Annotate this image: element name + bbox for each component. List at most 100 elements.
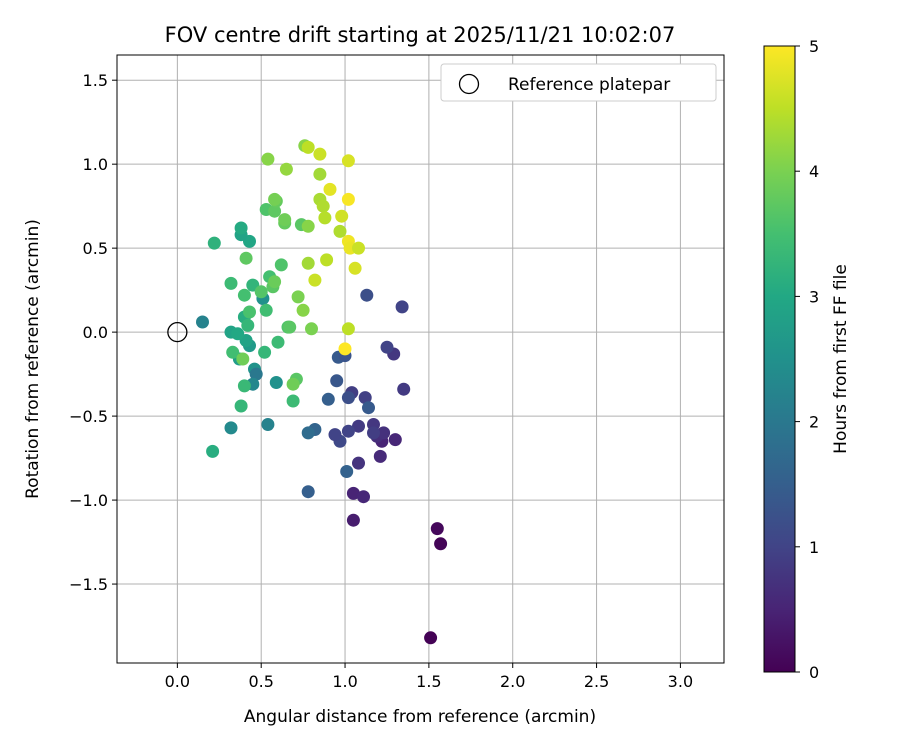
- y-tick-label: 0.0: [83, 323, 108, 342]
- data-point: [286, 377, 300, 391]
- data-points: [196, 139, 448, 645]
- data-point: [234, 399, 248, 413]
- plot-frame: [116, 54, 725, 664]
- data-point: [206, 444, 220, 458]
- data-point: [341, 424, 355, 438]
- y-tick-label: 1.5: [83, 71, 108, 90]
- x-tick-label: 0.5: [248, 672, 273, 691]
- data-point: [254, 285, 268, 299]
- data-point: [333, 224, 347, 238]
- data-point: [352, 419, 365, 433]
- colorbar-tick-label: 2: [809, 413, 819, 432]
- x-tick-label: 0.0: [165, 672, 190, 691]
- data-point: [196, 315, 209, 329]
- data-point: [301, 140, 315, 154]
- chart-title: FOV centre drift starting at 2025/11/21 …: [165, 23, 676, 47]
- data-point: [207, 236, 221, 250]
- data-point: [357, 490, 370, 504]
- data-point: [237, 288, 251, 302]
- data-point: [236, 352, 250, 366]
- data-point: [367, 426, 380, 440]
- y-tick-label: −0.5: [69, 407, 108, 426]
- x-tick-label: 1.0: [332, 672, 357, 691]
- y-tick-label: 1.0: [83, 155, 108, 174]
- data-point: [328, 428, 342, 442]
- data-point: [259, 303, 273, 317]
- x-tick-label: 2.5: [584, 672, 609, 691]
- data-point: [397, 382, 411, 396]
- data-point: [352, 456, 365, 470]
- x-axis-label: Angular distance from reference (arcmin): [244, 707, 596, 727]
- data-point: [243, 305, 256, 319]
- data-point: [301, 219, 315, 233]
- data-point: [321, 392, 335, 406]
- data-point: [352, 241, 365, 255]
- data-point: [373, 449, 387, 463]
- y-tick-label: −1.5: [69, 575, 108, 594]
- data-point: [395, 300, 409, 314]
- data-point: [362, 401, 375, 415]
- data-point: [346, 486, 360, 500]
- legend-label: Reference platepar: [508, 75, 670, 95]
- plot-area: [116, 54, 725, 664]
- data-point: [340, 465, 354, 478]
- x-tick-label: 3.0: [668, 672, 693, 691]
- y-tick-label: 0.5: [83, 239, 108, 258]
- data-point: [313, 167, 327, 181]
- colorbar-tick-label: 1: [809, 538, 819, 557]
- data-point: [348, 261, 362, 275]
- data-point: [226, 345, 240, 359]
- data-point: [269, 376, 283, 389]
- data-point: [301, 485, 315, 499]
- data-point: [261, 152, 275, 166]
- data-point: [286, 394, 300, 408]
- reference-marker: [167, 321, 188, 343]
- data-point: [335, 209, 349, 223]
- data-point: [268, 192, 282, 206]
- data-point: [358, 391, 372, 405]
- data-point: [388, 433, 402, 447]
- colorbar-gradient: [763, 45, 796, 673]
- y-axis: −1.5 −1.0 −0.5 0.0 0.5 1.0 1.5: [69, 71, 117, 594]
- colorbar-tick-label: 5: [809, 37, 819, 56]
- data-point: [341, 391, 355, 405]
- data-point: [380, 340, 394, 354]
- data-point: [268, 204, 282, 218]
- data-point: [320, 253, 334, 267]
- data-point: [308, 273, 322, 287]
- data-point: [341, 192, 355, 206]
- y-tick-label: −1.0: [69, 491, 108, 510]
- data-point: [224, 421, 238, 435]
- data-point: [271, 335, 285, 349]
- x-tick-label: 1.5: [416, 672, 441, 691]
- colorbar-label: Hours from first FF file: [831, 264, 851, 454]
- data-point: [278, 213, 292, 227]
- data-point: [316, 199, 330, 213]
- colorbar-tick-label: 0: [809, 663, 819, 682]
- data-point: [323, 182, 337, 196]
- x-axis: 0.0 0.5 1.0 1.5 2.0 2.5 3.0: [165, 663, 693, 691]
- data-point: [291, 290, 305, 304]
- data-point: [224, 276, 238, 290]
- data-point: [279, 162, 293, 176]
- data-point: [424, 631, 438, 645]
- data-point: [274, 258, 288, 272]
- data-point: [305, 322, 318, 336]
- colorbar-ticks: 0 1 2 3 4 5: [795, 37, 819, 682]
- data-point: [341, 154, 355, 168]
- data-point: [318, 211, 332, 225]
- data-point: [268, 275, 282, 289]
- data-point: [301, 426, 315, 440]
- legend-marker: [458, 73, 480, 95]
- data-point: [341, 322, 355, 336]
- data-point: [296, 303, 310, 317]
- colorbar-tick-label: 3: [809, 287, 819, 306]
- data-point: [313, 147, 327, 161]
- data-point: [377, 426, 391, 440]
- x-tick-label: 2.0: [500, 672, 525, 691]
- colorbar: 0 1 2 3 4 5 Hours from first FF file: [763, 37, 851, 682]
- data-point: [301, 256, 315, 270]
- data-point: [283, 320, 297, 334]
- data-point: [239, 251, 253, 265]
